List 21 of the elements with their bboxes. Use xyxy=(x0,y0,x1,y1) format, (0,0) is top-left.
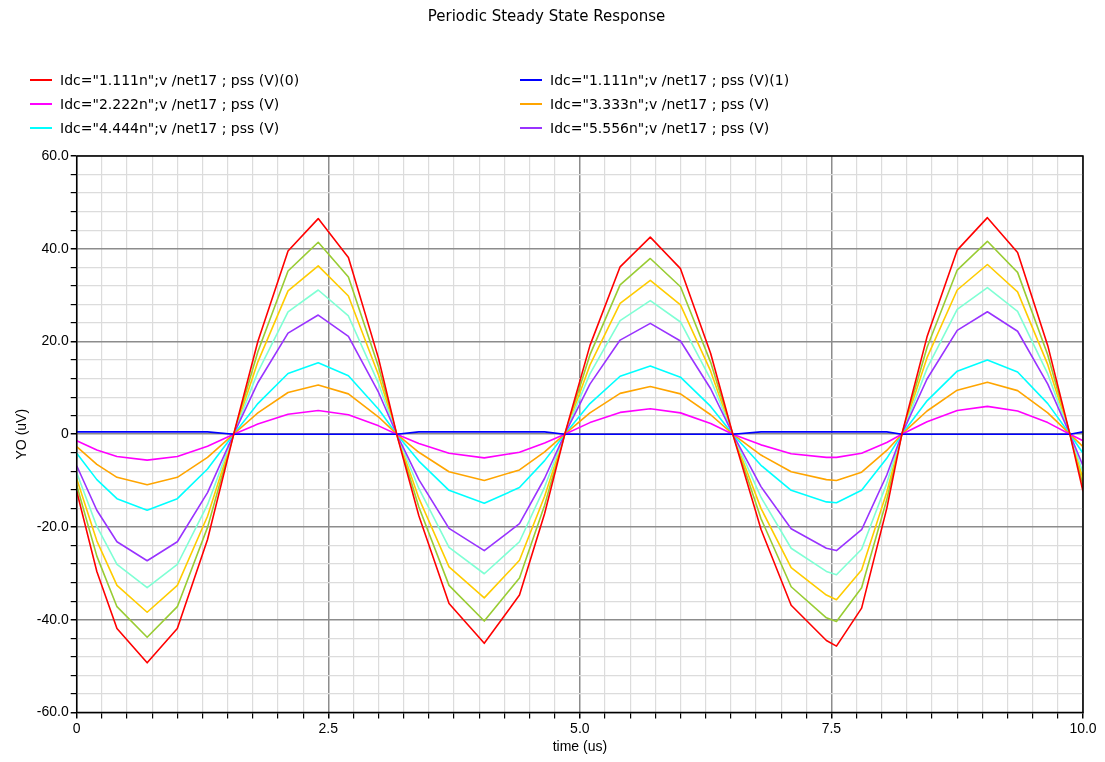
x-tick-label: 0 xyxy=(72,719,81,736)
legend-label: Idc="2.222n";v /net17 ; pss (V) xyxy=(60,96,280,112)
y-tick-label: 20.0 xyxy=(41,332,69,349)
legend-label: Idc="4.444n";v /net17 ; pss (V) xyxy=(60,120,280,136)
x-tick-label: 2.5 xyxy=(318,719,339,736)
y-tick-label: -60.0 xyxy=(36,703,69,720)
legend-label: Idc="1.111n";v /net17 ; pss (V)(1) xyxy=(550,72,790,88)
chart-title: Periodic Steady State Response xyxy=(427,6,666,25)
y-tick-label: 0 xyxy=(60,425,69,442)
y-tick-label: -20.0 xyxy=(36,517,69,534)
x-axis-title: time (us) xyxy=(552,738,608,755)
legend-label: Idc="5.556n";v /net17 ; pss (V) xyxy=(550,120,770,136)
y-tick-label: 60.0 xyxy=(41,146,69,163)
legend-label: Idc="3.333n";v /net17 ; pss (V) xyxy=(550,96,770,112)
y-tick-label: 40.0 xyxy=(41,239,69,256)
x-tick-label: 10.0 xyxy=(1069,719,1097,736)
x-tick-label: 7.5 xyxy=(821,719,842,736)
x-tick-label: 5.0 xyxy=(570,719,590,736)
legend-label: Idc="1.111n";v /net17 ; pss (V)(0) xyxy=(60,72,300,88)
y-tick-label: -40.0 xyxy=(36,610,69,627)
y-axis-title: YO (uV) xyxy=(13,408,30,460)
